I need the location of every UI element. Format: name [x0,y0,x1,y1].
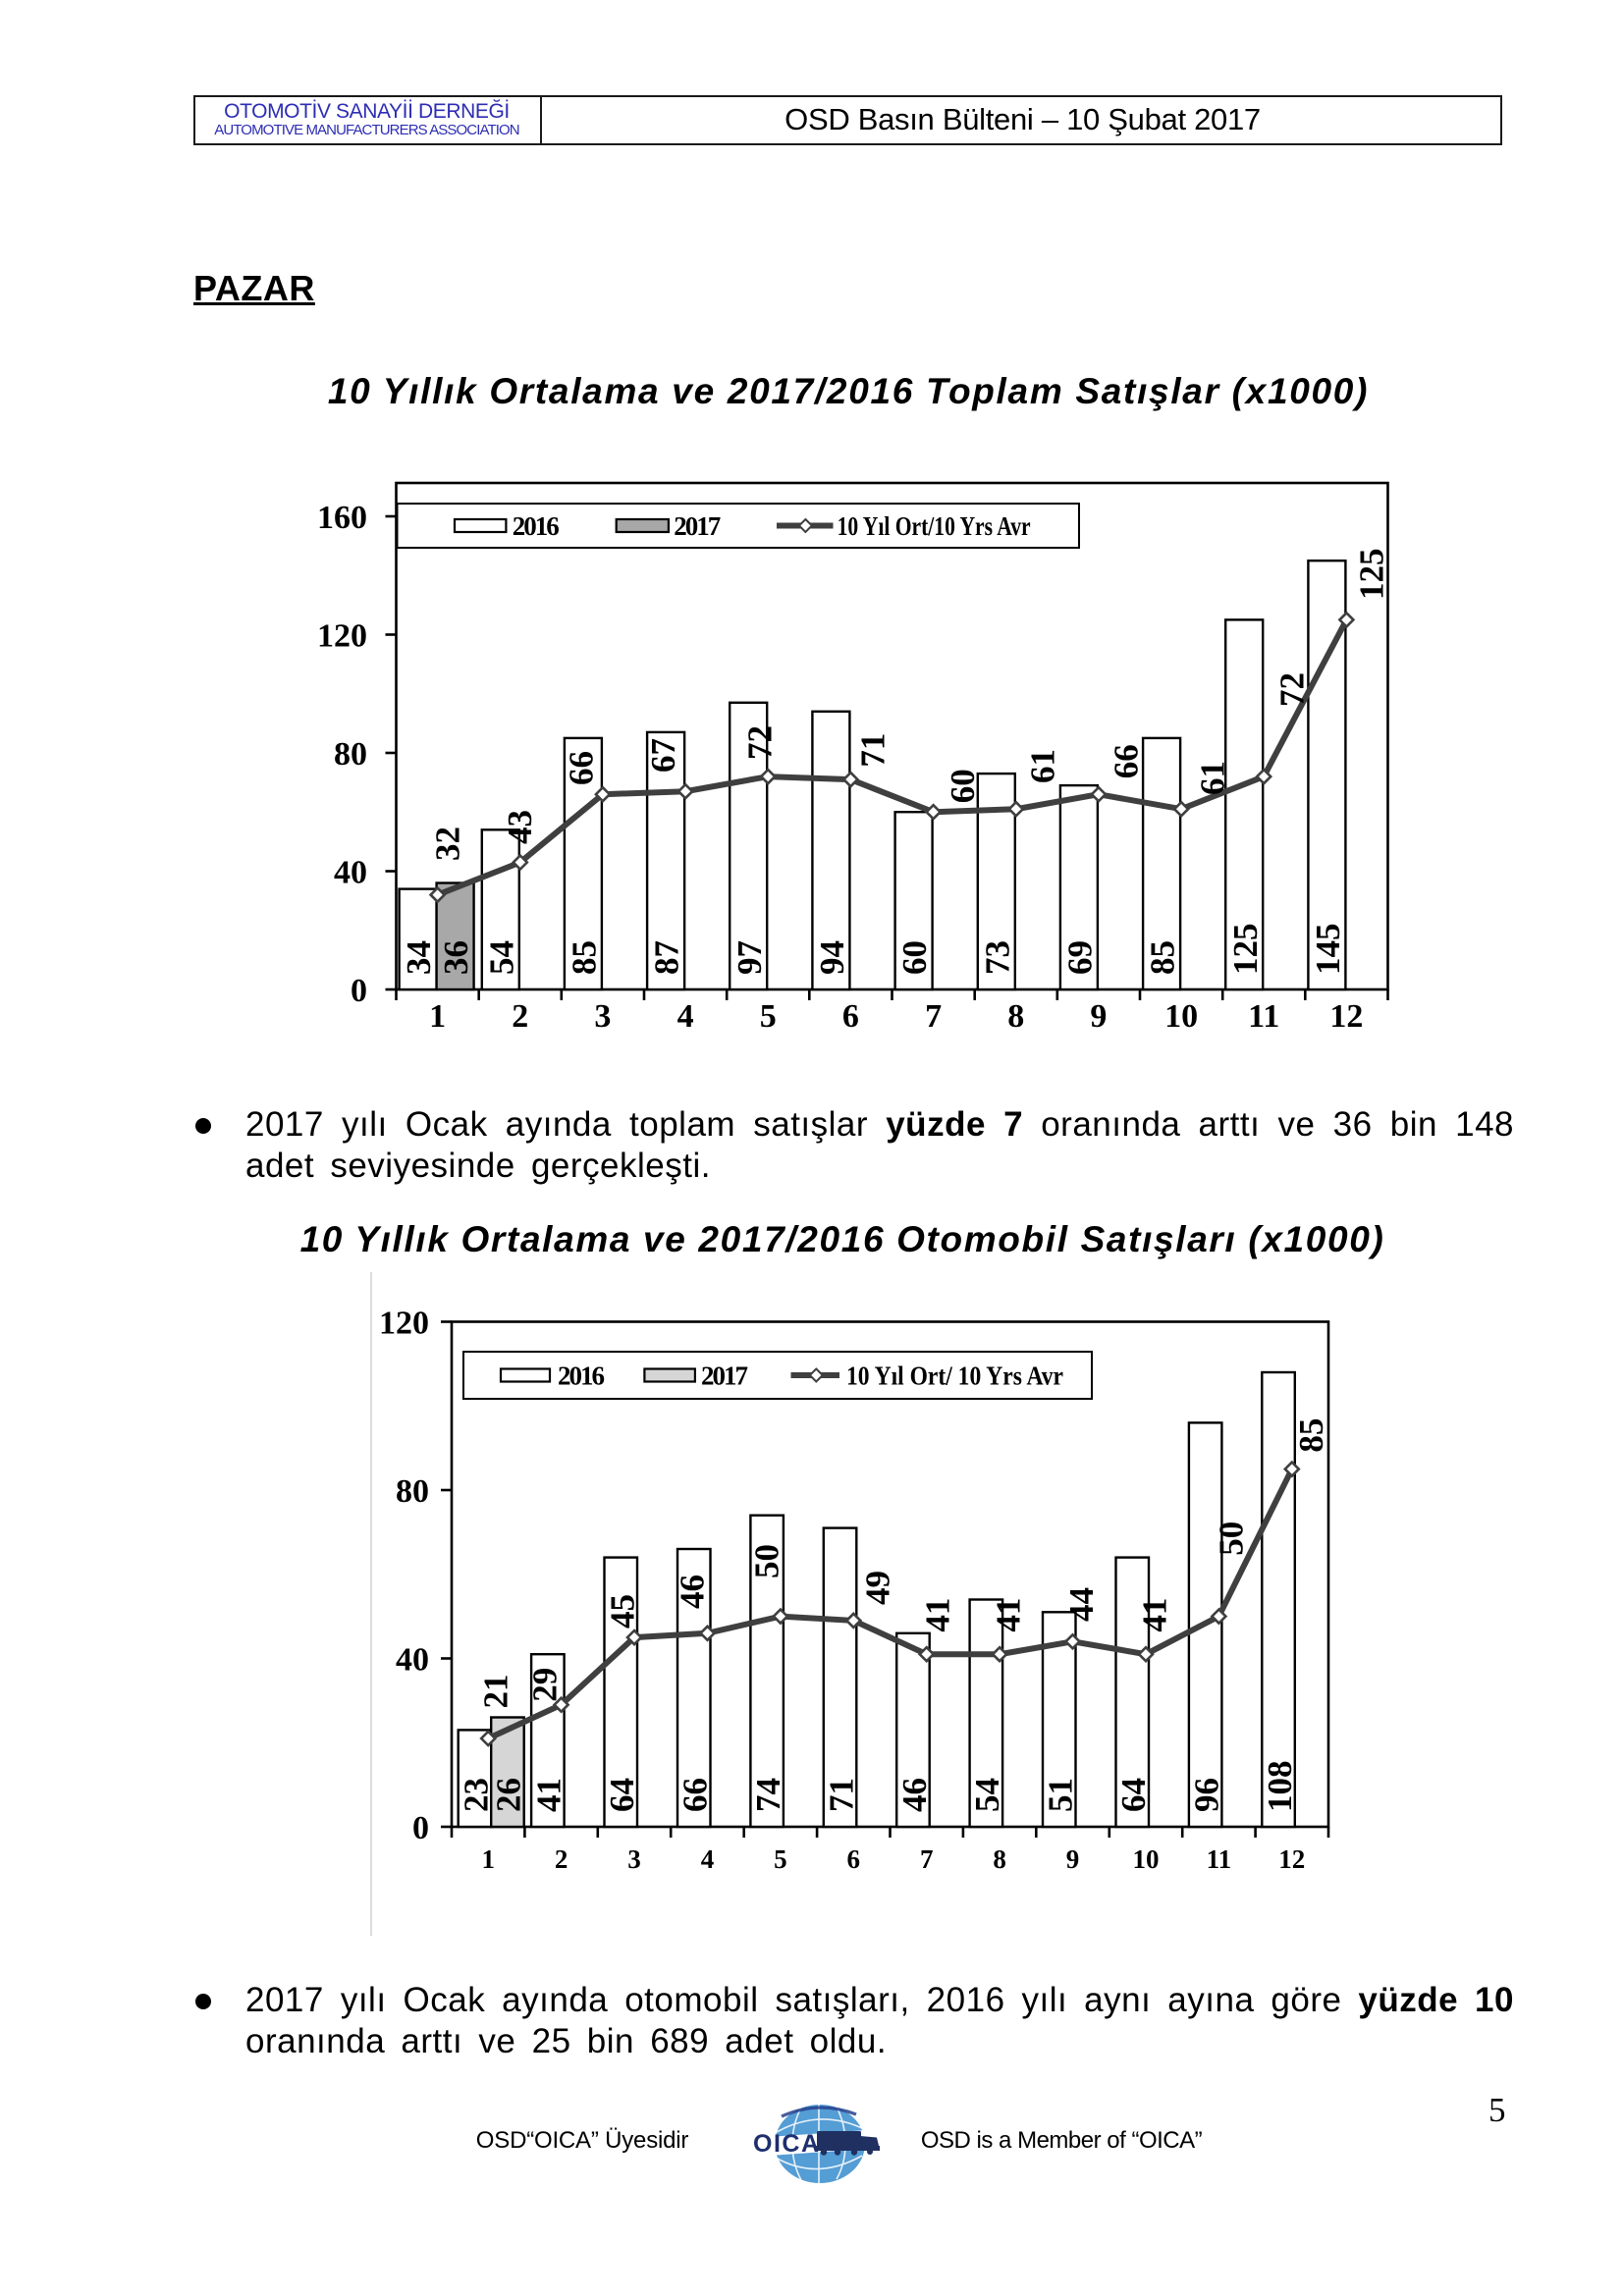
svg-text:120: 120 [317,618,367,655]
svg-text:10 Yıl Ort/10 Yrs Avr: 10 Yıl Ort/10 Yrs Avr [838,511,1031,541]
svg-text:80: 80 [334,736,367,773]
svg-text:0: 0 [351,973,367,1009]
svg-text:4: 4 [701,1844,715,1874]
svg-text:73: 73 [978,940,1016,975]
svg-text:85: 85 [566,940,604,975]
svg-text:54: 54 [968,1778,1006,1812]
svg-text:61: 61 [1194,761,1232,795]
svg-text:7: 7 [920,1844,934,1874]
svg-text:60: 60 [895,940,934,975]
svg-text:97: 97 [730,940,769,975]
svg-text:34: 34 [400,940,438,975]
svg-text:54: 54 [482,940,520,975]
svg-text:4: 4 [677,998,694,1035]
svg-text:21: 21 [477,1675,515,1709]
svg-text:45: 45 [604,1594,642,1629]
svg-text:10: 10 [1164,998,1198,1035]
svg-text:66: 66 [563,751,601,785]
svg-text:125: 125 [1226,924,1265,976]
svg-text:120: 120 [379,1306,429,1342]
svg-text:2017: 2017 [701,1362,748,1391]
svg-text:8: 8 [993,1844,1006,1874]
svg-text:72: 72 [740,725,779,760]
svg-text:71: 71 [822,1778,860,1812]
svg-text:46: 46 [674,1575,712,1609]
svg-text:41: 41 [1136,1598,1174,1632]
svg-text:125: 125 [1353,549,1391,601]
svg-text:2016: 2016 [513,511,560,541]
svg-text:108: 108 [1261,1761,1299,1813]
svg-text:8: 8 [1007,998,1024,1035]
svg-text:64: 64 [1114,1778,1153,1812]
svg-text:85: 85 [1144,940,1182,975]
svg-text:11: 11 [1207,1844,1232,1874]
svg-text:44: 44 [1062,1587,1101,1622]
svg-text:9: 9 [1090,998,1107,1035]
svg-text:12: 12 [1278,1844,1305,1874]
svg-text:0: 0 [412,1810,429,1846]
svg-text:74: 74 [749,1778,787,1812]
svg-text:64: 64 [603,1778,641,1812]
svg-text:160: 160 [317,500,367,536]
svg-text:40: 40 [334,855,367,891]
svg-text:50: 50 [1213,1522,1251,1556]
svg-text:96: 96 [1188,1778,1226,1812]
svg-text:71: 71 [854,733,893,768]
svg-text:80: 80 [396,1473,429,1510]
svg-text:2: 2 [512,998,528,1035]
svg-text:72: 72 [1273,672,1312,707]
svg-text:2017: 2017 [674,511,721,541]
svg-text:6: 6 [842,998,859,1035]
svg-text:145: 145 [1309,924,1347,976]
svg-text:94: 94 [813,940,851,975]
svg-text:40: 40 [396,1642,429,1679]
svg-text:66: 66 [1108,744,1146,778]
svg-text:2016: 2016 [558,1362,605,1391]
svg-text:69: 69 [1061,940,1100,975]
svg-text:87: 87 [648,940,686,975]
svg-text:50: 50 [748,1544,786,1578]
svg-text:61: 61 [1023,749,1061,783]
svg-text:67: 67 [644,738,682,773]
svg-text:49: 49 [859,1571,897,1605]
svg-text:OICA: OICA [753,2130,821,2158]
svg-text:41: 41 [530,1778,568,1812]
svg-text:2: 2 [555,1844,568,1874]
svg-text:85: 85 [1292,1418,1330,1453]
svg-text:6: 6 [847,1844,861,1874]
svg-text:66: 66 [676,1778,715,1812]
svg-text:1: 1 [429,998,446,1035]
svg-text:23: 23 [457,1778,495,1812]
svg-text:3: 3 [594,998,611,1035]
svg-text:41: 41 [919,1598,957,1632]
svg-text:41: 41 [990,1598,1028,1632]
svg-text:5: 5 [774,1844,787,1874]
svg-text:36: 36 [437,940,475,975]
svg-text:26: 26 [489,1778,527,1812]
svg-text:7: 7 [925,998,942,1035]
svg-text:46: 46 [895,1778,934,1812]
svg-text:29: 29 [526,1668,565,1702]
svg-text:9: 9 [1066,1844,1080,1874]
svg-text:12: 12 [1329,998,1363,1035]
svg-text:5: 5 [760,998,777,1035]
svg-text:32: 32 [429,827,467,861]
svg-text:11: 11 [1248,998,1279,1035]
svg-text:1: 1 [481,1844,495,1874]
svg-text:43: 43 [501,810,539,844]
svg-text:10: 10 [1133,1844,1160,1874]
svg-text:10 Yıl Ort/ 10 Yrs Avr: 10 Yıl Ort/ 10 Yrs Avr [846,1362,1063,1391]
svg-text:3: 3 [627,1844,641,1874]
svg-text:60: 60 [944,769,982,803]
svg-text:51: 51 [1042,1778,1080,1812]
